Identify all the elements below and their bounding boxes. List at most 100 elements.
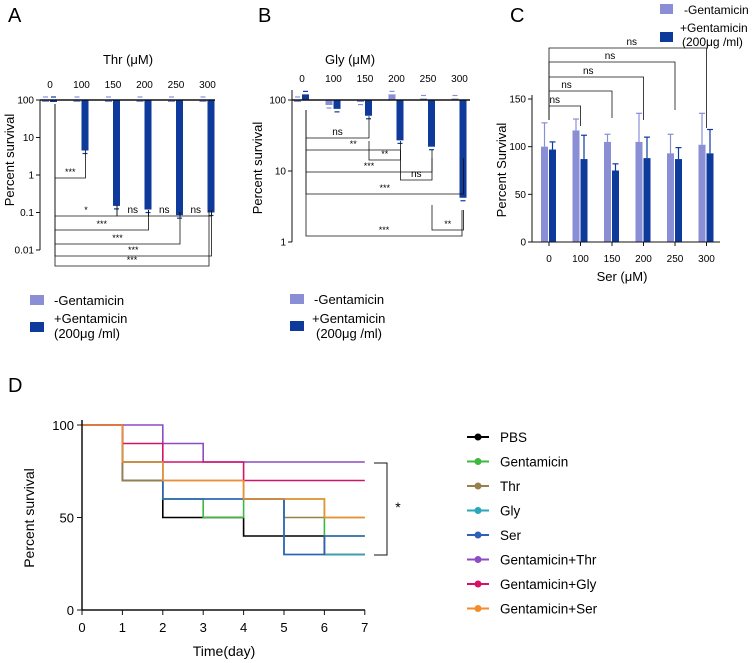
panel-a-bars <box>42 96 215 219</box>
panel-c-legend-plus: +Gentamicin <box>680 21 748 35</box>
panel-a-ytick-label-2: 1 <box>28 171 34 182</box>
panel-d-series-gentamicin-plus-ser <box>82 424 365 519</box>
panel-d-legend-marker-ser <box>474 531 482 539</box>
panel-d-xtick-label-5: 5 <box>280 620 287 635</box>
panel-a-legend: -Gentamicin +Gentamicin (200μg /ml) <box>30 293 127 341</box>
panel-a-bracket-label-7: *** <box>128 245 139 255</box>
panel-b-significance: ns*******ns******** <box>305 110 464 237</box>
panel-c-bar-minus-0 <box>541 146 548 242</box>
panel-a-bar-minus-0 <box>42 100 49 102</box>
panel-a-ylabel: Percent survival <box>2 114 17 207</box>
panel-a-bar-plus-0 <box>50 100 57 102</box>
panel-d-legend-label-gentamicin-plus-ser: Gentamicin+Ser <box>500 602 598 617</box>
panel-b: Gly (μM) Percent survival 1 10 100 0 100 150… <box>250 52 470 249</box>
panel-d-legend-label-gentamicin-plus-thr: Gentamicin+Thr <box>500 553 597 568</box>
panel-b-legend-plus: +Gentamicin <box>312 311 385 326</box>
panel-a-ytick-label-3: 10 <box>23 133 35 144</box>
panel-b-bracket-6 <box>431 205 464 231</box>
panel-c-legend-swatch-minus <box>660 4 673 14</box>
panel-c-xlabel: Ser (μM) <box>597 269 648 284</box>
panel-b-bracket-label-6: ** <box>444 219 452 229</box>
panel-b-bar-plus-0 <box>302 94 309 100</box>
panel-d-xtick-label-2: 2 <box>159 620 166 635</box>
panel-c-category-label-5: 300 <box>698 254 715 265</box>
panel-a-bar-minus-5 <box>199 100 207 102</box>
panel-a-bar-plus-1 <box>81 100 89 151</box>
panel-a-legend-swatch-plus <box>30 322 44 332</box>
panel-c-bar-minus-1 <box>572 130 580 242</box>
panel-b-legend: -Gentamicin +Gentamicin (200μg /ml) <box>290 292 385 341</box>
panel-c-category-label-3: 200 <box>635 254 652 265</box>
panel-d-legend-label-thr: Thr <box>500 479 521 494</box>
panel-letter-d: D <box>8 375 22 397</box>
panel-b-bar-plus-2 <box>365 100 372 116</box>
panel-a: Thr (μM) Percent survival 0.010.1110100 … <box>2 52 216 267</box>
panel-d-xtick-label-0: 0 <box>78 620 85 635</box>
panel-b-category-label-4: 250 <box>420 74 437 85</box>
panel-a-bar-plus-5 <box>207 100 215 213</box>
panel-c-ylabel: Percent Survival <box>494 123 509 218</box>
panel-b-bracket-label-7: *** <box>379 225 390 235</box>
panel-c-bar-plus-2 <box>612 170 619 242</box>
panel-b-ytick-label-0: 1 <box>280 238 286 249</box>
panel-a-bracket-label-2: ns <box>127 205 138 216</box>
panel-a-bar-plus-4 <box>176 100 183 216</box>
panel-d-legend: PBS Gentamicin Thr Gly Ser Gentamicin+Thr Gent… <box>467 430 598 617</box>
panel-a-legend-minus: -Gentamicin <box>54 293 124 308</box>
panel-d-xtick-label-1: 1 <box>119 620 126 635</box>
panel-a-legend-plus-dose: (200μg /ml) <box>54 326 120 341</box>
panel-b-legend-swatch-plus <box>290 321 304 331</box>
panel-d-xtick-label-4: 4 <box>240 620 247 635</box>
panel-c: Percent Survival Ser (μM) 0 50 100 150 0 100… <box>494 3 749 284</box>
panel-a-bracket-7 <box>54 104 212 257</box>
panel-d-legend-label-ser: Ser <box>500 528 522 543</box>
panel-c-bar-plus-1 <box>580 159 588 242</box>
panel-d-legend-marker-thr <box>474 482 482 490</box>
panel-c-bar-plus-5 <box>706 153 714 242</box>
panel-d-ytick-label-1: 50 <box>60 511 74 526</box>
panel-c-bracket-label-3: ns <box>605 51 616 62</box>
panel-b-category-label-2: 150 <box>357 74 374 85</box>
panel-b-bracket-label-0: ns <box>332 127 343 138</box>
panel-a-xticks: 0 100 150 200 250 300 <box>47 80 216 91</box>
panel-d-series-gly <box>82 424 365 556</box>
panel-d-ytick-label-2: 100 <box>52 418 74 433</box>
panel-d-legend-label-gly: Gly <box>500 504 521 519</box>
panel-d-ylabel: Percent survival <box>21 468 37 568</box>
panel-b-bar-plus-3 <box>396 100 404 141</box>
panel-c-legend-plus-dose: (200μg /ml) <box>682 35 743 49</box>
panel-c-bar-plus-0 <box>549 149 556 242</box>
panel-d-legend-marker-gentamicin-plus-thr <box>474 556 482 563</box>
panel-letter-b: B <box>258 5 271 27</box>
panel-b-yticks: 1 10 100 <box>269 96 292 249</box>
panel-a-category-label-4: 250 <box>168 80 185 91</box>
panel-c-bars <box>541 112 714 242</box>
panel-d-legend-marker-gly <box>474 507 482 514</box>
panel-d-lines <box>82 424 365 556</box>
panel-a-bar-minus-1 <box>73 100 81 102</box>
panel-b-title: Gly (μM) <box>325 52 375 67</box>
panel-a-bracket-label-0: *** <box>65 167 76 177</box>
panel-a-bar-minus-3 <box>136 100 144 102</box>
panel-b-bracket-label-1: ** <box>350 139 358 149</box>
panel-b-ylabel: Percent survival <box>250 122 265 215</box>
panel-b-legend-plus-dose: (200μg /ml) <box>316 326 382 341</box>
panel-c-category-label-0: 0 <box>546 254 552 265</box>
panel-a-bracket-label-5: *** <box>96 219 107 229</box>
panel-c-bracket-label-1: ns <box>561 80 572 91</box>
panel-d: Percent survival Time(day) 0 50 100 0 1 2 3 4 5… <box>21 418 598 659</box>
panel-b-bar-minus-1 <box>325 100 333 106</box>
panel-letter-a: A <box>8 5 22 27</box>
panel-c-bar-plus-4 <box>675 159 682 242</box>
panel-b-category-label-5: 300 <box>451 74 468 85</box>
panel-d-xticks: 0 1 2 3 4 5 6 7 <box>78 610 368 635</box>
panel-a-ytick-label-1: 0.1 <box>20 208 34 219</box>
panel-d-legend-label-pbs: PBS <box>500 430 527 445</box>
panel-c-ytick-label-2: 100 <box>509 142 526 153</box>
panel-a-title: Thr (μM) <box>103 52 153 67</box>
panel-b-bar-minus-3 <box>388 94 396 100</box>
panel-a-yticks: 0.01 0.1 1 10 100 <box>15 96 40 257</box>
panel-b-bar-plus-5 <box>459 100 467 198</box>
panel-b-bar-minus-2 <box>357 100 364 102</box>
